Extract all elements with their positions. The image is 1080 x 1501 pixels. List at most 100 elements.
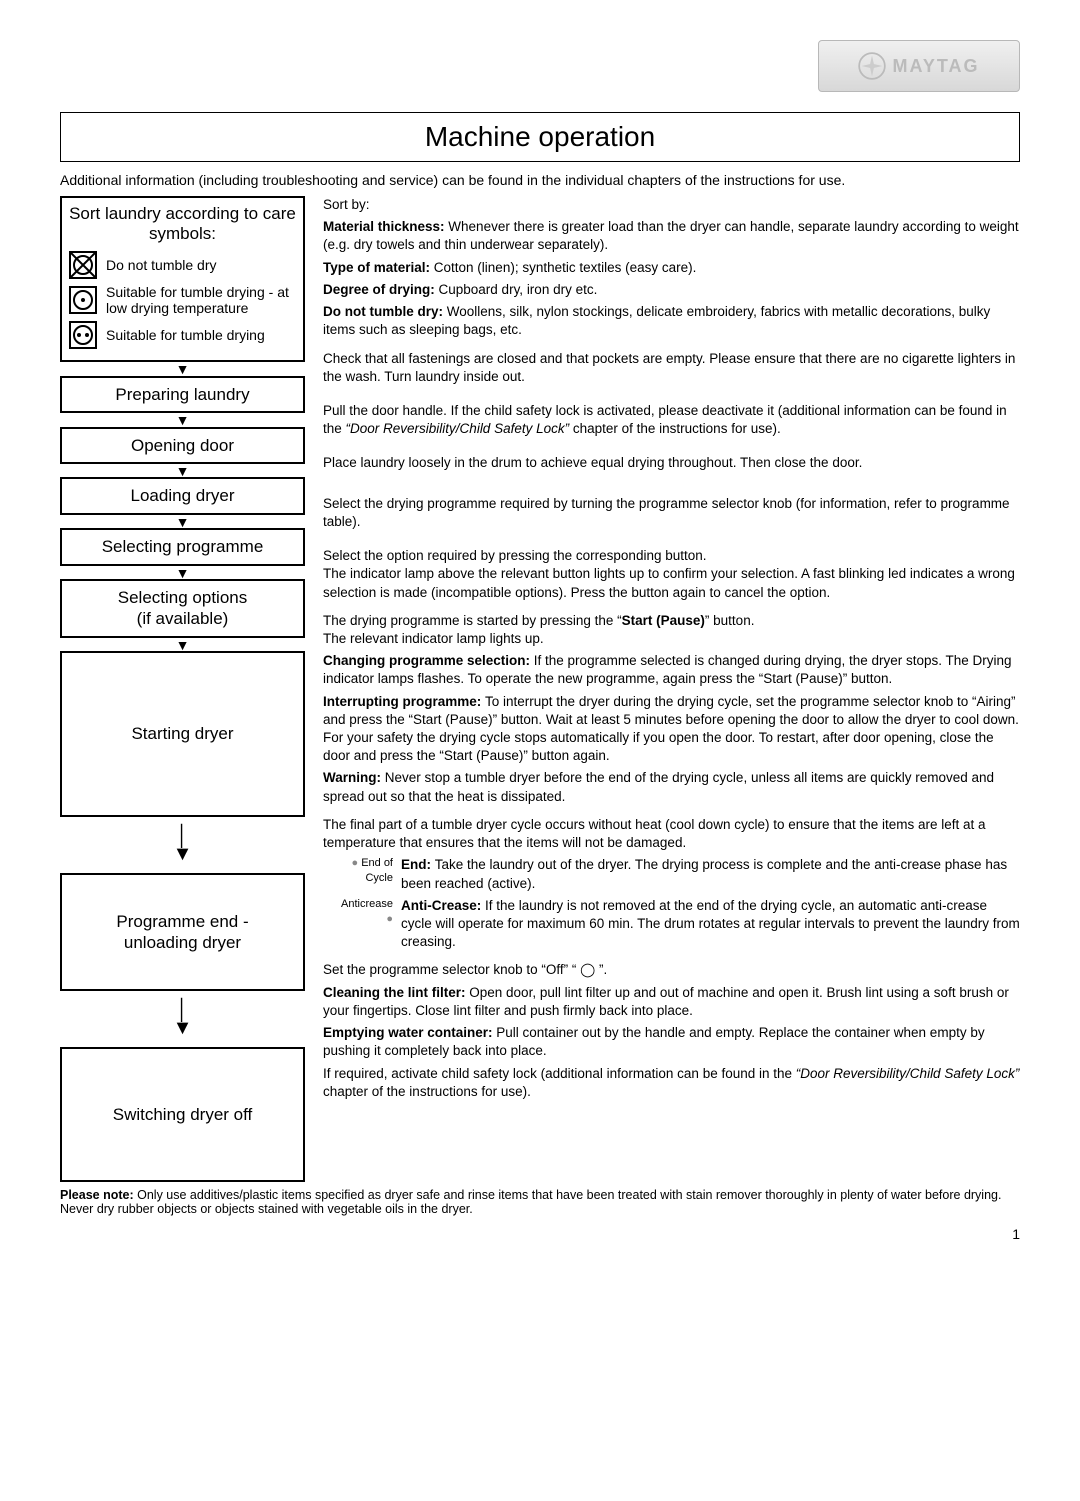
step-end: Programme end - unloading dryer <box>60 873 305 992</box>
degree-line: Degree of drying: Cupboard dry, iron dry… <box>323 281 1020 299</box>
sym1-label: Do not tumble dry <box>106 257 217 273</box>
sort-box: Sort laundry according to care symbols: … <box>60 196 305 362</box>
off-lint-lbl: Cleaning the lint filter: <box>323 985 469 1000</box>
page: MAYTAG Machine operation Additional info… <box>0 0 1080 1262</box>
low-temp-tumble-icon <box>68 285 98 315</box>
page-title: Machine operation <box>60 112 1020 162</box>
start-change: Changing programme selection: If the pro… <box>323 652 1020 688</box>
arrow-icon: ▼ <box>60 464 305 478</box>
page-number: 1 <box>60 1226 1020 1242</box>
right-column: Sort by: Material thickness: Whenever th… <box>323 196 1020 1182</box>
anticrease-icon-label: Anticrease● <box>323 897 393 927</box>
open-ital: “Door Reversibility/Child Safety Lock” <box>346 421 570 436</box>
start-int-lbl: Interrupting programme: <box>323 694 485 709</box>
arrow-icon: ▼ <box>60 638 305 652</box>
step-off: Switching dryer off <box>60 1047 305 1182</box>
sym2-label: Suitable for tumble drying - at low dryi… <box>106 284 297 316</box>
degree-label: Degree of drying: <box>323 282 439 297</box>
type-line: Type of material: Cotton (linen); synthe… <box>323 259 1020 277</box>
open-text: Pull the door handle. If the child safet… <box>323 402 1020 438</box>
symbol-row-tumble-ok: Suitable for tumble drying <box>68 320 297 350</box>
prog-description: Select the drying programme required by … <box>323 495 1020 531</box>
brand-text: MAYTAG <box>892 56 979 77</box>
load-description: Place laundry loosely in the drum to ach… <box>323 454 1020 472</box>
brand-logo: MAYTAG <box>818 40 1020 92</box>
main-grid: Sort laundry according to care symbols: … <box>60 196 1020 1182</box>
footnote: Please note: Only use additives/plastic … <box>60 1188 1020 1216</box>
step-starting: Starting dryer <box>60 651 305 816</box>
open-part2: chapter of the instructions for use). <box>569 421 781 436</box>
logo-wrap: MAYTAG <box>60 40 1020 92</box>
start-interrupt: Interrupting programme: To interrupt the… <box>323 693 1020 766</box>
end-of-cycle-line: ● End of Cycle End: Take the laundry out… <box>323 856 1020 892</box>
arrow-icon: │▼ <box>60 991 305 1047</box>
step-options: Selecting options (if available) <box>60 579 305 638</box>
start-change-lbl: Changing programme selection: <box>323 653 534 668</box>
step-loading: Loading dryer <box>60 477 305 514</box>
anticrease-line: Anticrease● Anti-Crease: If the laundry … <box>323 897 1020 952</box>
symbol-row-low-temp: Suitable for tumble drying - at low dryi… <box>68 284 297 316</box>
arrow-icon: ▼ <box>60 413 305 427</box>
arrow-icon: ▼ <box>60 515 305 529</box>
off-water: Emptying water container: Pull container… <box>323 1024 1020 1060</box>
logo-icon <box>858 52 886 80</box>
end-text1: End: Take the laundry out of the dryer. … <box>401 856 1020 892</box>
off-child: If required, activate child safety lock … <box>323 1065 1020 1101</box>
nodry-line: Do not tumble dry: Woollens, silk, nylon… <box>323 303 1020 339</box>
degree-text: Cupboard dry, iron dry etc. <box>439 282 598 297</box>
start-line1: The drying programme is started by press… <box>323 612 1020 648</box>
step-opening: Opening door <box>60 427 305 464</box>
end-text2: Anti-Crease: If the laundry is not remov… <box>401 897 1020 952</box>
arrow-icon: │▼ <box>60 817 305 873</box>
footnote-text: Only use additives/plastic items specifi… <box>60 1188 1001 1216</box>
off-child-ital: “Door Reversibility/Child Safety Lock” <box>796 1066 1020 1081</box>
end-description: The final part of a tumble dryer cycle o… <box>323 816 1020 952</box>
no-tumble-icon <box>68 250 98 280</box>
type-text: Cotton (linen); synthetic textiles (easy… <box>434 260 697 275</box>
open-description: Pull the door handle. If the child safet… <box>323 402 1020 438</box>
nodry-label: Do not tumble dry: <box>323 304 447 319</box>
start-warn-lbl: Warning: <box>323 770 385 785</box>
end-t1-lbl: End: <box>401 857 435 872</box>
prepare-description: Check that all fastenings are closed and… <box>323 350 1020 386</box>
end-t2-lbl: Anti-Crease: <box>401 898 485 913</box>
arrow-icon: ▼ <box>60 566 305 580</box>
symbol-row-no-tumble: Do not tumble dry <box>68 250 297 280</box>
footnote-label: Please note: <box>60 1188 137 1202</box>
start-btn-bold: Start (Pause) <box>622 613 705 628</box>
left-column: Sort laundry according to care symbols: … <box>60 196 305 1182</box>
step-preparing: Preparing laundry <box>60 376 305 413</box>
load-text: Place laundry loosely in the drum to ach… <box>323 454 1020 472</box>
end-lbl2: Anticrease <box>341 898 393 910</box>
end-of-cycle-icon-label: ● End of Cycle <box>323 856 393 886</box>
end-t1-body: Take the laundry out of the dryer. The d… <box>401 857 1007 890</box>
material-label: Material thickness: <box>323 219 448 234</box>
sort-title: Sort laundry according to care symbols: <box>68 204 297 244</box>
prog-text: Select the drying programme required by … <box>323 495 1020 531</box>
arrow-icon: ▼ <box>60 362 305 376</box>
off-child-2: chapter of the instructions for use). <box>323 1084 531 1099</box>
off-lint: Cleaning the lint filter: Open door, pul… <box>323 984 1020 1020</box>
step-programme: Selecting programme <box>60 528 305 565</box>
sym3-label: Suitable for tumble drying <box>106 327 265 343</box>
opts-description: Select the option required by pressing t… <box>323 547 1020 602</box>
end-t2-body: If the laundry is not removed at the end… <box>401 898 1020 949</box>
off-child-1: If required, activate child safety lock … <box>323 1066 796 1081</box>
type-label: Type of material: <box>323 260 434 275</box>
tumble-ok-icon <box>68 320 98 350</box>
start-warning: Warning: Never stop a tumble dryer befor… <box>323 769 1020 805</box>
intro-text: Additional information (including troubl… <box>60 172 1020 188</box>
end-intro: The final part of a tumble dryer cycle o… <box>323 816 1020 852</box>
start-warn-text: Never stop a tumble dryer before the end… <box>323 770 994 803</box>
end-lbl1: End of Cycle <box>361 857 393 884</box>
sortby-label: Sort by: <box>323 196 1020 214</box>
off-water-lbl: Emptying water container: <box>323 1025 496 1040</box>
off-set: Set the programme selector knob to “Off”… <box>323 961 1020 979</box>
start-description: The drying programme is started by press… <box>323 612 1020 806</box>
off-description: Set the programme selector knob to “Off”… <box>323 961 1020 1101</box>
opts-text: Select the option required by pressing t… <box>323 547 1020 602</box>
material-line: Material thickness: Whenever there is gr… <box>323 218 1020 254</box>
prepare-text: Check that all fastenings are closed and… <box>323 350 1020 386</box>
start-t1a: The drying programme is started by press… <box>323 613 622 628</box>
sort-description: Sort by: Material thickness: Whenever th… <box>323 196 1020 340</box>
